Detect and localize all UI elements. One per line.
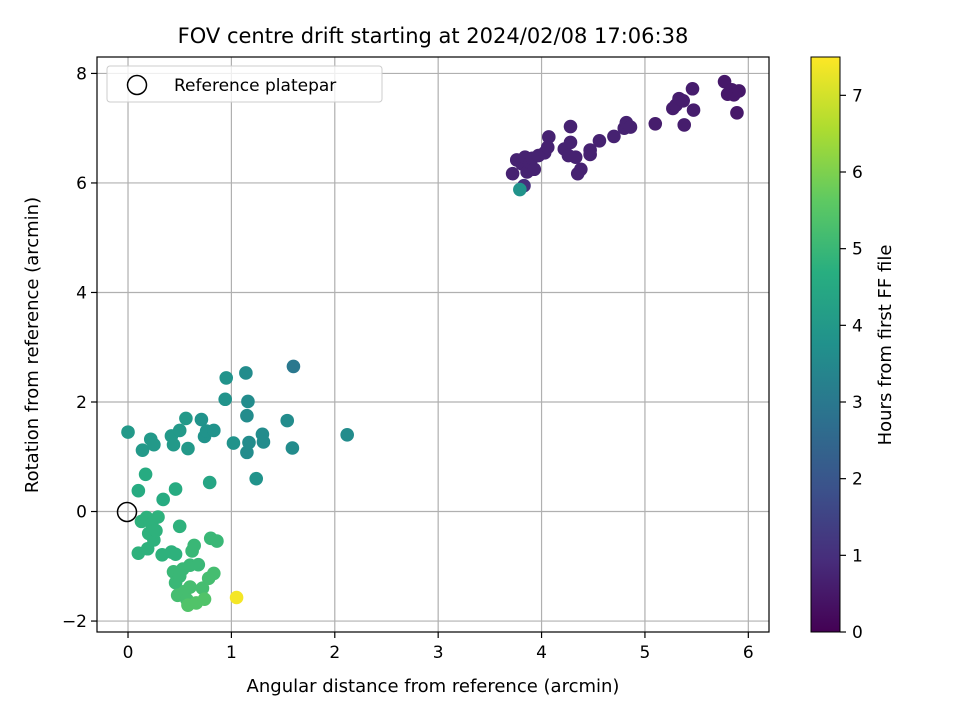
data-point	[172, 519, 187, 534]
data-point	[730, 106, 744, 120]
data-point	[286, 359, 301, 374]
data-point	[505, 166, 520, 181]
data-point	[179, 411, 193, 426]
y-tick-label: 8	[76, 64, 87, 84]
data-point	[202, 475, 217, 490]
data-point	[138, 467, 153, 482]
x-axis-ticks: 0 1 2 3 4 5 6	[123, 632, 754, 663]
data-point	[249, 471, 264, 486]
grid-lines	[97, 57, 769, 632]
colorbar-tick-label: 1	[852, 546, 863, 566]
x-tick-label: 5	[640, 643, 651, 663]
data-point	[131, 483, 146, 498]
colorbar-tick-label: 5	[852, 240, 863, 260]
data-point	[241, 394, 255, 409]
data-point	[513, 182, 527, 197]
data-point	[685, 81, 700, 96]
data-point	[239, 366, 253, 380]
data-point	[677, 118, 692, 132]
legend-marker	[126, 74, 148, 96]
colorbar-tick-label: 6	[852, 163, 863, 183]
data-point	[540, 140, 555, 155]
data-point	[527, 162, 542, 177]
data-point	[541, 130, 556, 144]
colorbar-tick-label: 7	[852, 86, 863, 106]
data-point	[166, 437, 181, 452]
x-tick-label: 2	[329, 643, 340, 663]
y-tick-label: −2	[62, 612, 87, 632]
colorbar-tick-label: 0	[852, 623, 863, 643]
data-point	[149, 523, 163, 538]
data-point	[563, 119, 578, 134]
data-point	[219, 371, 234, 385]
data-point	[156, 492, 170, 507]
data-point	[648, 117, 663, 131]
data-point	[256, 435, 271, 449]
data-point	[191, 557, 206, 572]
chart-title: FOV centre drift starting at 2024/02/08 …	[178, 24, 689, 48]
data-point	[623, 120, 638, 134]
y-tick-label: 6	[76, 174, 87, 194]
colorbar	[810, 56, 841, 633]
y-tick-label: 0	[76, 503, 87, 523]
y-tick-label: 2	[76, 393, 87, 413]
plot-frame	[96, 56, 770, 633]
data-point	[147, 437, 161, 452]
data-point	[197, 592, 212, 606]
data-point	[340, 428, 354, 442]
data-point	[568, 150, 583, 165]
legend-box	[106, 65, 383, 103]
data-point	[172, 423, 187, 438]
data-point	[194, 412, 209, 427]
colorbar-ticks: 0 1 2 3 4 5 6 7	[840, 86, 863, 643]
data-point	[240, 408, 254, 423]
y-axis-ticks: −2 0 2 4 6 8	[62, 64, 97, 632]
colorbar-tick-label: 2	[852, 470, 863, 490]
data-point	[135, 443, 150, 457]
data-point	[207, 566, 221, 581]
data-point	[229, 590, 244, 605]
legend-label: Reference platepar	[174, 76, 336, 96]
data-point	[187, 538, 201, 553]
data-point	[226, 436, 241, 450]
data-points	[121, 74, 746, 612]
x-axis-label: Angular distance from reference (arcmin)	[247, 676, 620, 697]
y-tick-label: 4	[76, 283, 87, 303]
x-tick-label: 0	[123, 643, 134, 663]
data-point	[218, 392, 232, 407]
data-point	[583, 143, 597, 157]
legend: Reference platepar	[106, 65, 383, 103]
y-axis-label: Rotation from reference (arcmin)	[22, 197, 43, 493]
colorbar-tick-label: 4	[852, 316, 863, 336]
data-point	[280, 413, 295, 428]
data-point	[285, 441, 300, 455]
x-tick-label: 4	[536, 643, 547, 663]
data-point	[563, 135, 578, 150]
data-point	[592, 133, 607, 148]
data-point	[607, 129, 621, 144]
data-point	[210, 534, 224, 548]
data-point	[121, 425, 135, 439]
data-point	[207, 423, 221, 438]
data-point	[686, 103, 701, 117]
data-point	[183, 580, 197, 594]
data-point	[676, 94, 690, 108]
data-point	[168, 482, 183, 496]
data-point	[242, 435, 256, 450]
colorbar-label: Hours from first FF file	[875, 245, 896, 446]
data-point	[732, 84, 746, 98]
data-point	[574, 162, 588, 177]
colorbar-tick-label: 3	[852, 393, 863, 413]
data-point	[151, 510, 165, 524]
x-tick-label: 1	[226, 643, 237, 663]
data-point	[195, 581, 210, 595]
data-point	[168, 547, 183, 562]
x-tick-label: 3	[433, 643, 444, 663]
data-point	[181, 441, 195, 456]
reference-platepar-marker	[116, 501, 138, 523]
x-tick-label: 6	[743, 643, 754, 663]
